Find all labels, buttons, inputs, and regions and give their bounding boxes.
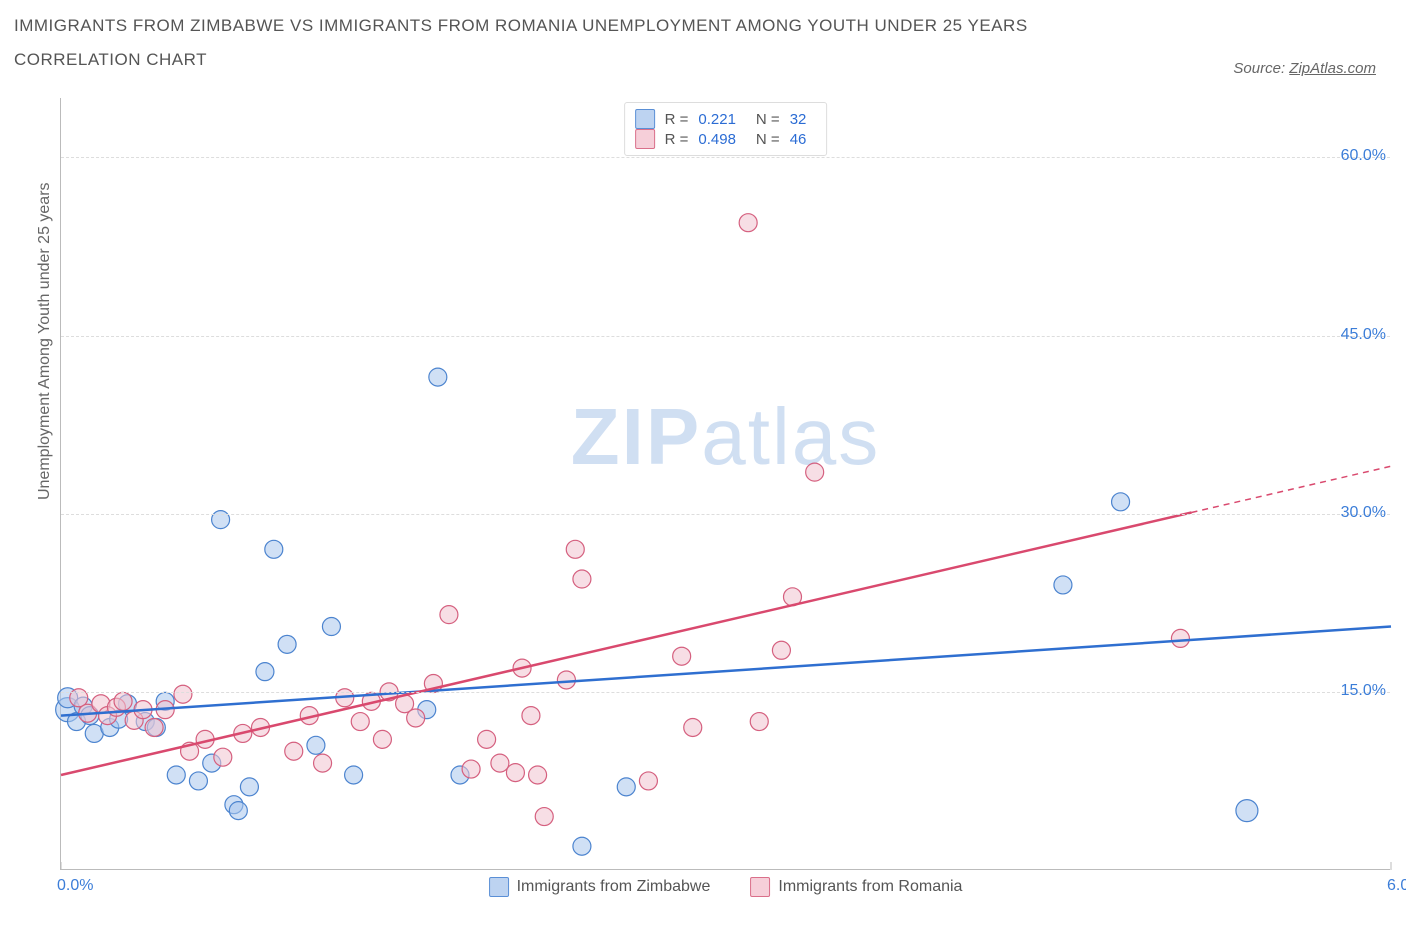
data-point (573, 570, 591, 588)
data-point (174, 685, 192, 703)
title-line-1: IMMIGRANTS FROM ZIMBABWE VS IMMIGRANTS F… (14, 16, 1028, 36)
data-point (265, 540, 283, 558)
data-point (314, 754, 332, 772)
data-point (145, 718, 163, 736)
data-point (1171, 629, 1189, 647)
r-label-0: R = (665, 111, 689, 128)
data-point (322, 618, 340, 636)
y-tick-label: 60.0% (1341, 147, 1392, 165)
plot-area: ZIPatlas R = 0.221 N = 32 R = 0.498 N = … (60, 98, 1390, 870)
source-prefix: Source: (1233, 60, 1289, 77)
data-point (189, 772, 207, 790)
y-tick-label: 30.0% (1341, 504, 1392, 522)
x-tick-label: 6.0% (1387, 877, 1406, 895)
title-line-2: CORRELATION CHART (14, 50, 1028, 70)
y-axis-label: Unemployment Among Youth under 25 years (36, 182, 54, 500)
data-point (278, 635, 296, 653)
data-point (462, 760, 480, 778)
data-point (750, 713, 768, 731)
legend-stats: R = 0.221 N = 32 R = 0.498 N = 46 (624, 102, 828, 156)
data-point (772, 641, 790, 659)
data-point (491, 754, 509, 772)
data-point (429, 368, 447, 386)
legend-swatch-romania (635, 129, 655, 149)
data-point (256, 663, 274, 681)
legend-label-zimbabwe: Immigrants from Zimbabwe (517, 878, 711, 896)
data-point (1112, 493, 1130, 511)
data-point (522, 707, 540, 725)
r-value-1: 0.498 (698, 131, 736, 148)
gridline (61, 692, 1390, 693)
data-point (345, 766, 363, 784)
data-point (307, 736, 325, 754)
chart-container: IMMIGRANTS FROM ZIMBABWE VS IMMIGRANTS F… (0, 0, 1406, 930)
data-point (639, 772, 657, 790)
data-point (373, 730, 391, 748)
n-label-0: N = (756, 111, 780, 128)
data-point (1236, 800, 1258, 822)
data-point (285, 742, 303, 760)
source-credit: Source: ZipAtlas.com (1233, 60, 1376, 77)
data-point (573, 837, 591, 855)
x-tick-label: 0.0% (57, 877, 93, 895)
legend-label-romania: Immigrants from Romania (778, 878, 962, 896)
r-value-0: 0.221 (698, 111, 736, 128)
data-point (214, 748, 232, 766)
gridline (61, 157, 1390, 158)
legend-item-romania: Immigrants from Romania (750, 877, 962, 897)
data-point (506, 764, 524, 782)
data-point (557, 671, 575, 689)
data-point (535, 808, 553, 826)
legend-series: Immigrants from Zimbabwe Immigrants from… (489, 877, 963, 897)
data-point (673, 647, 691, 665)
data-point (684, 718, 702, 736)
legend-bottom-swatch-zimbabwe (489, 877, 509, 897)
data-point (478, 730, 496, 748)
gridline (61, 514, 1390, 515)
legend-stats-row-0: R = 0.221 N = 32 (635, 109, 817, 129)
chart-svg (61, 98, 1390, 869)
source-link[interactable]: ZipAtlas.com (1289, 60, 1376, 77)
n-value-1: 46 (790, 131, 807, 148)
data-point (566, 540, 584, 558)
legend-item-zimbabwe: Immigrants from Zimbabwe (489, 877, 711, 897)
data-point (1054, 576, 1072, 594)
data-point (739, 214, 757, 232)
data-point (617, 778, 635, 796)
data-point (806, 463, 824, 481)
y-tick-label: 15.0% (1341, 682, 1392, 700)
data-point (529, 766, 547, 784)
data-point (240, 778, 258, 796)
r-label-1: R = (665, 131, 689, 148)
data-point (440, 606, 458, 624)
n-value-0: 32 (790, 111, 807, 128)
data-point (167, 766, 185, 784)
y-tick-label: 45.0% (1341, 326, 1392, 344)
legend-bottom-swatch-romania (750, 877, 770, 897)
data-point (114, 692, 132, 710)
data-point (351, 713, 369, 731)
legend-swatch-zimbabwe (635, 109, 655, 129)
gridline (61, 336, 1390, 337)
n-label-1: N = (756, 131, 780, 148)
data-point (407, 709, 425, 727)
legend-stats-row-1: R = 0.498 N = 46 (635, 129, 817, 149)
trend-line (61, 513, 1192, 775)
data-point (229, 802, 247, 820)
chart-title: IMMIGRANTS FROM ZIMBABWE VS IMMIGRANTS F… (14, 16, 1028, 70)
